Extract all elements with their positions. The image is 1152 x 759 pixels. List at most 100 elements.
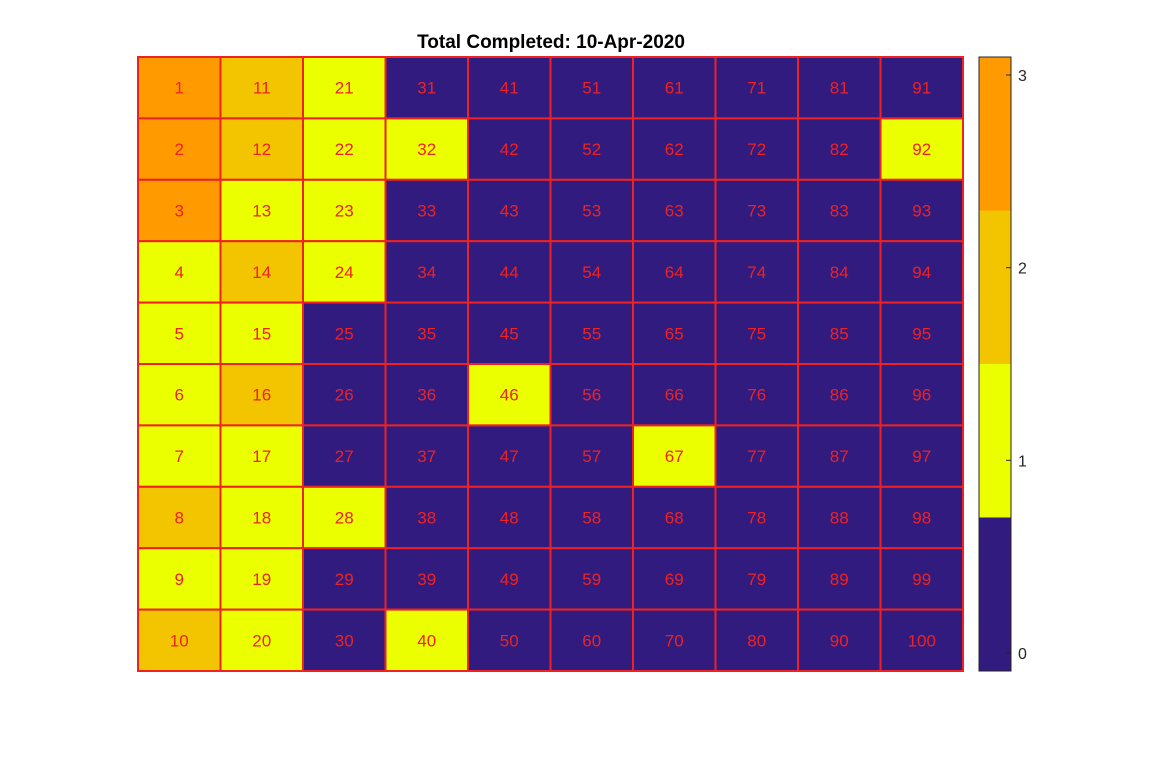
- heatmap-cell: [467, 363, 552, 427]
- heatmap-cell-label: 16: [252, 386, 271, 405]
- colorbar-tick-label: 3: [1018, 68, 1027, 85]
- heatmap-cell: [467, 608, 552, 672]
- heatmap-cell-label: 64: [665, 263, 684, 282]
- heatmap-cell-label: 12: [252, 140, 271, 159]
- colorbar-band: [979, 517, 1011, 671]
- heatmap-cell-label: 7: [175, 447, 184, 466]
- heatmap-cell-label: 29: [335, 570, 354, 589]
- heatmap-cell: [384, 363, 469, 427]
- heatmap-cell-label: 83: [830, 202, 849, 221]
- heatmap-cell: [714, 608, 799, 672]
- heatmap-cell-label: 15: [252, 324, 271, 343]
- heatmap-cell-label: 95: [912, 324, 931, 343]
- heatmap-cell-label: 30: [335, 631, 354, 650]
- heatmap-cell-label: 68: [665, 509, 684, 528]
- heatmap-cell: [632, 424, 717, 488]
- heatmap-cell: [632, 301, 717, 366]
- heatmap-cell-label: 40: [417, 631, 436, 650]
- heatmap-cell-label: 56: [582, 386, 601, 405]
- heatmap-cell: [632, 178, 717, 243]
- heatmap-cell: [302, 485, 387, 550]
- heatmap-cell-label: 58: [582, 509, 601, 528]
- heatmap-cell-label: 21: [335, 79, 354, 98]
- heatmap-cell-label: 1: [175, 79, 184, 98]
- heatmap-cell-label: 82: [830, 140, 849, 159]
- heatmap-cell-label: 18: [252, 509, 271, 528]
- heatmap-cell-label: 89: [830, 570, 849, 589]
- heatmap-cell-label: 70: [665, 631, 684, 650]
- heatmap-cell-label: 57: [582, 447, 601, 466]
- heatmap-cell: [879, 301, 964, 366]
- heatmap-cell-label: 98: [912, 509, 931, 528]
- heatmap-cell: [302, 363, 387, 427]
- heatmap-cell-label: 23: [335, 202, 354, 221]
- heatmap-cell-label: 47: [500, 447, 519, 466]
- heatmap-cell-label: 46: [500, 386, 519, 405]
- heatmap-cell-label: 44: [500, 263, 519, 282]
- heatmap-cell-label: 25: [335, 324, 354, 343]
- heatmap-cell-label: 11: [253, 79, 271, 98]
- heatmap-cell-label: 75: [747, 324, 766, 343]
- heatmap-cell: [714, 485, 799, 550]
- heatmap-cell: [549, 363, 634, 427]
- heatmap-cell: [632, 240, 717, 304]
- heatmap-cell: [384, 485, 469, 550]
- colorbar-band: [979, 210, 1011, 364]
- heatmap-cell-label: 4: [175, 263, 184, 282]
- heatmap-cell-labels: 1 11 21 31 41 51 61 71 81 912 12 22 32 42 52 62 72 82 923 1…: [170, 79, 936, 651]
- heatmap-cell: [219, 178, 304, 243]
- heatmap-cell: [384, 424, 469, 488]
- heatmap-cell-label: 66: [665, 386, 684, 405]
- heatmap-cell: [137, 608, 222, 672]
- heatmap-cell: [714, 117, 799, 181]
- heatmap-cell-label: 55: [582, 324, 601, 343]
- colorbar-bands: [979, 57, 1011, 671]
- heatmap-cell: [797, 485, 882, 550]
- heatmap-cell: [797, 424, 882, 488]
- heatmap-cell-label: 78: [747, 509, 766, 528]
- heatmap-cell-label: 38: [417, 509, 436, 528]
- heatmap-cell: [797, 117, 882, 181]
- colorbar-tick-label: 1: [1018, 453, 1027, 470]
- heatmap-cell: [549, 117, 634, 181]
- heatmap-cell-label: 45: [500, 324, 519, 343]
- heatmap-cell-label: 35: [417, 324, 436, 343]
- heatmap-cell-label: 88: [830, 509, 849, 528]
- colorbar-tick-label: 0: [1018, 646, 1027, 663]
- heatmap-cell: [714, 56, 799, 120]
- heatmap-cell-label: 2: [175, 140, 184, 159]
- heatmap-cell-label: 36: [417, 386, 436, 405]
- heatmap-cell-label: 74: [747, 263, 766, 282]
- heatmap-cell-label: 14: [252, 263, 271, 282]
- heatmap-cell-label: 65: [665, 324, 684, 343]
- heatmap-cell-label: 3: [175, 202, 184, 221]
- plot-border: [137, 56, 964, 672]
- heatmap-cell: [632, 117, 717, 181]
- heatmap-cell-label: 20: [252, 631, 271, 650]
- heatmap-cell: [137, 424, 222, 488]
- heatmap-cell: [219, 301, 304, 366]
- heatmap-cell: [632, 608, 717, 672]
- heatmap-cell-label: 26: [335, 386, 354, 405]
- heatmap-cell-label: 32: [417, 140, 436, 159]
- heatmap-cell-label: 73: [747, 202, 766, 221]
- heatmap-cell-label: 50: [500, 631, 519, 650]
- heatmap-cell-label: 54: [582, 263, 601, 282]
- colorbar: 0 1 2 3: [978, 56, 1027, 672]
- heatmap-cell: [879, 56, 964, 120]
- heatmap-cell-label: 42: [500, 140, 519, 159]
- heatmap-cell-label: 96: [912, 386, 931, 405]
- heatmap-cell: [467, 301, 552, 366]
- heatmap-cell: [879, 424, 964, 488]
- heatmap-cell-label: 51: [582, 79, 601, 98]
- heatmap-cell-label: 81: [830, 79, 849, 98]
- heatmap-cell-label: 94: [912, 263, 931, 282]
- heatmap-cell-label: 41: [500, 79, 519, 98]
- heatmap-cell: [797, 608, 882, 672]
- heatmap-cell-label: 97: [912, 447, 931, 466]
- heatmap-cell-label: 34: [417, 263, 436, 282]
- heatmap-cell: [137, 240, 222, 304]
- heatmap-cell-label: 37: [417, 447, 436, 466]
- heatmap-cell: [549, 424, 634, 488]
